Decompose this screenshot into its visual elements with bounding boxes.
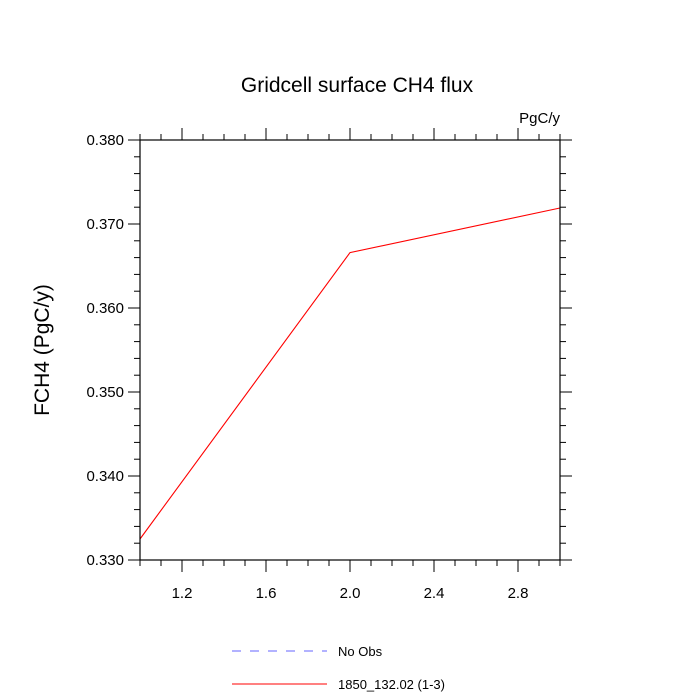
y-tick-label: 0.340 bbox=[86, 468, 124, 485]
legend-label: No Obs bbox=[338, 644, 383, 659]
series-line bbox=[139, 207, 561, 540]
chart-title: Gridcell surface CH4 flux bbox=[241, 74, 474, 97]
x-tick-label: 2.0 bbox=[340, 585, 361, 602]
axis-ticks: 0.330 0.340 0.350 0.360 0.370 0.380 1.2 1.6 2.0 2… bbox=[86, 128, 572, 602]
y-tick-label: 0.370 bbox=[86, 216, 124, 233]
legend: No Obs 1850_132.02 (1-3) bbox=[232, 644, 445, 692]
x-tick-label: 2.8 bbox=[508, 585, 529, 602]
legend-label: 1850_132.02 (1-3) bbox=[338, 677, 445, 692]
y-tick-label: 0.380 bbox=[86, 132, 124, 149]
x-tick-label: 1.6 bbox=[256, 585, 277, 602]
y-axis-label: FCH4 (PgC/y) bbox=[31, 284, 54, 416]
y-tick-label: 0.360 bbox=[86, 300, 124, 317]
series-group bbox=[139, 207, 561, 540]
x-tick-label: 2.4 bbox=[424, 585, 445, 602]
units-label: PgC/y bbox=[519, 110, 560, 127]
y-tick-label: 0.330 bbox=[86, 552, 124, 569]
x-tick-label: 1.2 bbox=[172, 585, 193, 602]
y-tick-label: 0.350 bbox=[86, 384, 124, 401]
plot-frame bbox=[139, 139, 561, 561]
